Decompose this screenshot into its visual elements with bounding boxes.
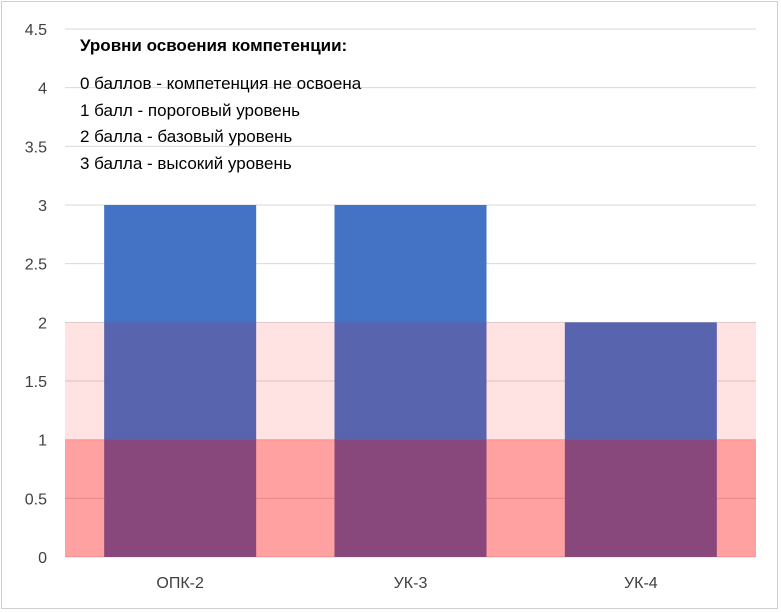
- legend-annotation: Уровни освоения компетенции: 0 баллов - …: [80, 36, 362, 173]
- level-band-0: [65, 439, 756, 557]
- y-tick-label: 1.5: [25, 374, 47, 391]
- y-axis-tick-labels: 0 0.5 1 1.5 2 2.5 3 3.5 4 4.5: [25, 22, 47, 567]
- y-tick-label: 4: [38, 81, 47, 98]
- bars: [104, 205, 717, 557]
- y-tick-label: 0: [38, 550, 47, 567]
- y-tick-label: 1: [38, 433, 47, 450]
- level-band-1: [65, 322, 756, 440]
- x-category-label: УК-3: [394, 575, 428, 592]
- y-tick-label: 4.5: [25, 22, 47, 39]
- y-tick-label: 2.5: [25, 257, 47, 274]
- annotation-line-1: 1 балл - пороговый уровень: [80, 101, 300, 120]
- bar-УК-3: [334, 205, 487, 557]
- annotation-line-2: 2 балла - базовый уровень: [80, 127, 292, 146]
- x-category-label: ОПК-2: [156, 575, 204, 592]
- annotation-line-3: 3 балла - высокий уровень: [80, 154, 292, 173]
- y-tick-label: 2: [38, 315, 47, 332]
- annotation-line-0: 0 баллов - компетенция не освоена: [80, 74, 362, 93]
- x-axis-category-labels: ОПК-2 УК-3 УК-4: [156, 575, 657, 592]
- y-tick-label: 0.5: [25, 491, 47, 508]
- bar-ОПК-2: [104, 205, 257, 557]
- annotation-title: Уровни освоения компетенции:: [80, 36, 347, 55]
- y-tick-label: 3.5: [25, 139, 47, 156]
- level-bands: [65, 322, 756, 557]
- y-tick-label: 3: [38, 198, 47, 215]
- x-category-label: УК-4: [624, 575, 658, 592]
- bar-УК-4: [564, 322, 717, 557]
